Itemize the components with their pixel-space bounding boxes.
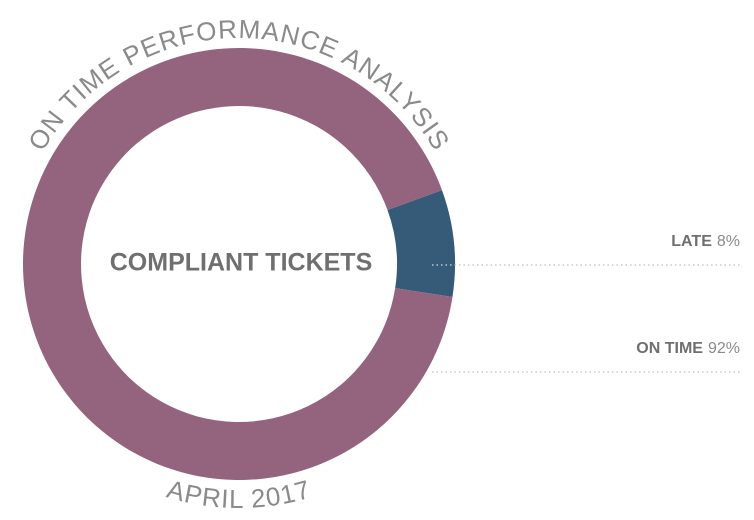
legend-label: LATE 8% xyxy=(671,233,740,250)
legend-name: ON TIME xyxy=(636,340,703,357)
legend-value: 92% xyxy=(708,340,740,357)
donut xyxy=(23,48,456,481)
legend-value: 8% xyxy=(717,233,740,250)
legend-name: LATE xyxy=(671,233,712,250)
donut-slice xyxy=(387,190,456,298)
center-label: COMPLIANT TICKETS xyxy=(110,249,373,277)
legend-label: ON TIME 92% xyxy=(636,340,740,357)
